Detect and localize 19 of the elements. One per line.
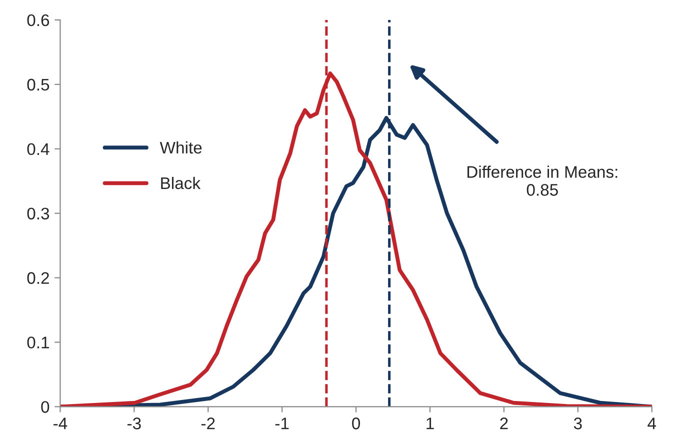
y-tick-label: 0.6	[27, 14, 50, 26]
x-tick-label: -2	[201, 418, 215, 430]
x-tick-label: 4	[648, 418, 656, 430]
y-tick-label: 0.4	[27, 143, 50, 156]
x-tick-label: 3	[574, 418, 582, 430]
y-tick-label: 0.5	[27, 78, 50, 91]
y-tick-label: 0.1	[27, 336, 49, 348]
legend-label: Black	[161, 176, 201, 190]
y-tick-label: 0.2	[27, 272, 49, 284]
x-tick-label: -4	[54, 418, 68, 430]
legend-label: White	[160, 141, 202, 154]
y-tick-label: 0.3	[27, 208, 50, 220]
x-tick-label: -3	[127, 418, 141, 430]
x-tick-label: -1	[275, 418, 289, 430]
x-tick-label: 2	[500, 418, 508, 430]
annotation: Difference in Means: 0.85	[468, 166, 618, 196]
y-tick-label: 0	[41, 401, 50, 413]
x-tick-label: 1	[426, 418, 434, 430]
x-tick-label: 0	[352, 418, 360, 430]
